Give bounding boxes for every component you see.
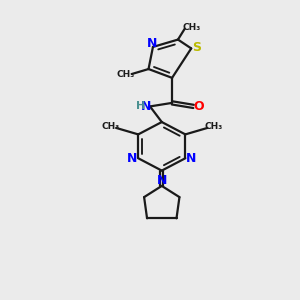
- Text: O: O: [194, 100, 204, 113]
- Text: N: N: [127, 152, 137, 165]
- Text: S: S: [192, 41, 201, 54]
- Text: CH₃: CH₃: [116, 70, 134, 79]
- Text: N: N: [147, 37, 158, 50]
- Text: CH₃: CH₃: [101, 122, 119, 131]
- Text: N: N: [186, 152, 196, 165]
- Text: N: N: [157, 174, 167, 188]
- Text: CH₃: CH₃: [182, 23, 200, 32]
- Text: CH₃: CH₃: [204, 122, 222, 131]
- Text: H: H: [136, 101, 145, 111]
- Text: N: N: [141, 100, 152, 113]
